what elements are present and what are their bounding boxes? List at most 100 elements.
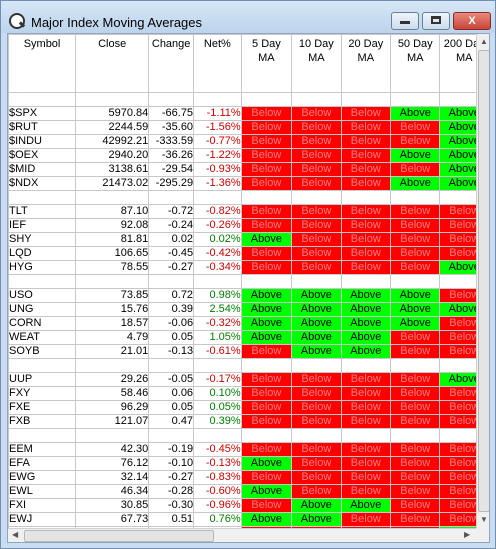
table-row: FXI 30.85 -0.30 -0.96% Below Above Above Below B… bbox=[8, 498, 489, 513]
table-row: HYG 78.55 -0.27 -0.34% Below Below Below Below A… bbox=[8, 260, 489, 275]
cell-ma50: Below bbox=[390, 162, 441, 177]
cell-change: -0.27 bbox=[148, 470, 195, 485]
cell-net: -0.32% bbox=[193, 316, 242, 331]
cell-ma5: Above bbox=[240, 288, 293, 303]
cell-ma50: Above bbox=[390, 302, 441, 317]
scroll-right-icon[interactable]: ▶ bbox=[464, 530, 471, 539]
minimize-button[interactable] bbox=[391, 12, 419, 30]
cell-ma20: Above bbox=[340, 288, 392, 303]
cell-close: 2244.59 bbox=[75, 120, 150, 135]
cell-ma50: Below bbox=[390, 484, 441, 499]
cell-ma50: Below bbox=[390, 330, 441, 345]
table-row: WEAT 4.79 0.05 1.05% Above Above Above Below Bel… bbox=[8, 330, 489, 345]
table-row: EWJ 67.73 0.51 0.76% Above Above Below Below Bel… bbox=[8, 512, 489, 527]
scroll-left-icon[interactable]: ◀ bbox=[12, 530, 19, 539]
spacer-row bbox=[8, 274, 489, 289]
cell-close: 2940.20 bbox=[75, 148, 150, 163]
cell-net: -0.77% bbox=[193, 134, 242, 149]
scroll-up-icon[interactable]: ▲ bbox=[480, 37, 488, 46]
cell-ma50: Above bbox=[390, 176, 441, 191]
cell-ma5: Below bbox=[240, 344, 293, 359]
column-header-ma5[interactable]: 5 Day MA bbox=[240, 34, 293, 93]
cell-ma50 bbox=[390, 190, 441, 205]
cell-ma10: Below bbox=[291, 456, 342, 471]
cell-ma5: Below bbox=[240, 414, 293, 429]
cell-ma10: Below bbox=[291, 120, 342, 135]
grid-area: Symbol Close Change Net% 5 Day MA 10 Day MA 20… bbox=[7, 33, 490, 543]
horizontal-scroll-thumb[interactable] bbox=[24, 530, 214, 542]
cell-net: -1.11% bbox=[193, 106, 242, 121]
horizontal-scrollbar[interactable]: ◀ ▶ bbox=[8, 528, 476, 542]
cell-ma5: Below bbox=[240, 372, 293, 387]
maximize-button[interactable] bbox=[422, 12, 450, 30]
cell-ma5: Below bbox=[240, 176, 293, 191]
cell-change: -0.19 bbox=[148, 442, 195, 457]
cell-change: 0.05 bbox=[148, 330, 195, 345]
cell-net: 0.98% bbox=[193, 288, 242, 303]
cell-ma5: Above bbox=[240, 512, 293, 527]
cell-change: 0.06 bbox=[148, 386, 195, 401]
cell-ma10 bbox=[291, 190, 342, 205]
scroll-down-icon[interactable]: ▼ bbox=[480, 515, 488, 524]
cell-ma10: Below bbox=[291, 246, 342, 261]
cell-ma10: Below bbox=[291, 386, 342, 401]
cell-ma10: Above bbox=[291, 302, 342, 317]
column-header-ma50[interactable]: 50 Day MA bbox=[390, 34, 441, 93]
cell-ma50: Above bbox=[390, 316, 441, 331]
column-header-net[interactable]: Net% bbox=[193, 34, 242, 93]
cell-close bbox=[75, 92, 150, 107]
window-title: Major Index Moving Averages bbox=[31, 15, 203, 30]
cell-ma5: Below bbox=[240, 204, 293, 219]
column-header-ma10[interactable]: 10 Day MA bbox=[291, 34, 342, 93]
cell-close: 81.81 bbox=[75, 232, 150, 247]
cell-close: 30.85 bbox=[75, 498, 150, 513]
table-row: TLT 87.10 -0.72 -0.82% Below Below Below Below B… bbox=[8, 204, 489, 219]
cell-close bbox=[75, 428, 150, 443]
cell-ma10: Below bbox=[291, 260, 342, 275]
cell-net: -1.36% bbox=[193, 176, 242, 191]
cell-change: 0.02 bbox=[148, 232, 195, 247]
vertical-scroll-thumb[interactable] bbox=[478, 50, 489, 512]
cell-net: 2.54% bbox=[193, 302, 242, 317]
cell-change bbox=[148, 274, 195, 289]
cell-ma5: Above bbox=[240, 330, 293, 345]
cell-close bbox=[75, 358, 150, 373]
cell-ma20: Above bbox=[340, 344, 392, 359]
column-header-change[interactable]: Change bbox=[148, 34, 195, 93]
cell-change: -0.30 bbox=[148, 498, 195, 513]
cell-net bbox=[193, 358, 242, 373]
close-button[interactable]: X bbox=[453, 12, 491, 30]
cell-ma5: Below bbox=[240, 106, 293, 121]
cell-symbol: FXE bbox=[8, 400, 77, 415]
cell-symbol: EWL bbox=[8, 484, 77, 499]
cell-symbol: $RUT bbox=[8, 120, 77, 135]
cell-change: -295.29 bbox=[148, 176, 195, 191]
cell-symbol: FXB bbox=[8, 414, 77, 429]
cell-ma10: Above bbox=[291, 288, 342, 303]
cell-ma5: Above bbox=[240, 484, 293, 499]
cell-ma10 bbox=[291, 358, 342, 373]
cell-ma10: Above bbox=[291, 330, 342, 345]
cell-change: 0.72 bbox=[148, 288, 195, 303]
cell-symbol bbox=[8, 274, 77, 289]
cell-close: 21.01 bbox=[75, 344, 150, 359]
cell-ma20: Below bbox=[340, 246, 392, 261]
column-header-ma20[interactable]: 20 Day MA bbox=[340, 34, 392, 93]
vertical-scrollbar[interactable]: ▲ ▼ bbox=[476, 34, 489, 528]
cell-ma50: Below bbox=[390, 120, 441, 135]
cell-net bbox=[193, 92, 242, 107]
cell-ma20: Below bbox=[340, 470, 392, 485]
cell-ma10: Above bbox=[291, 512, 342, 527]
cell-change: -0.72 bbox=[148, 204, 195, 219]
column-header-symbol[interactable]: Symbol bbox=[8, 34, 77, 93]
title-bar[interactable]: Major Index Moving Averages X bbox=[1, 1, 495, 33]
table-row: UNG 15.76 0.39 2.54% Above Above Above Above Abo… bbox=[8, 302, 489, 317]
cell-close: 46.34 bbox=[75, 484, 150, 499]
size-grip[interactable] bbox=[476, 528, 489, 542]
cell-net: -0.82% bbox=[193, 204, 242, 219]
cell-ma50: Below bbox=[390, 344, 441, 359]
table-row: FXE 96.29 0.05 0.05% Below Below Below Below Bel… bbox=[8, 400, 489, 415]
cell-net: -0.26% bbox=[193, 218, 242, 233]
column-header-close[interactable]: Close bbox=[75, 34, 150, 93]
cell-net: -1.22% bbox=[193, 148, 242, 163]
